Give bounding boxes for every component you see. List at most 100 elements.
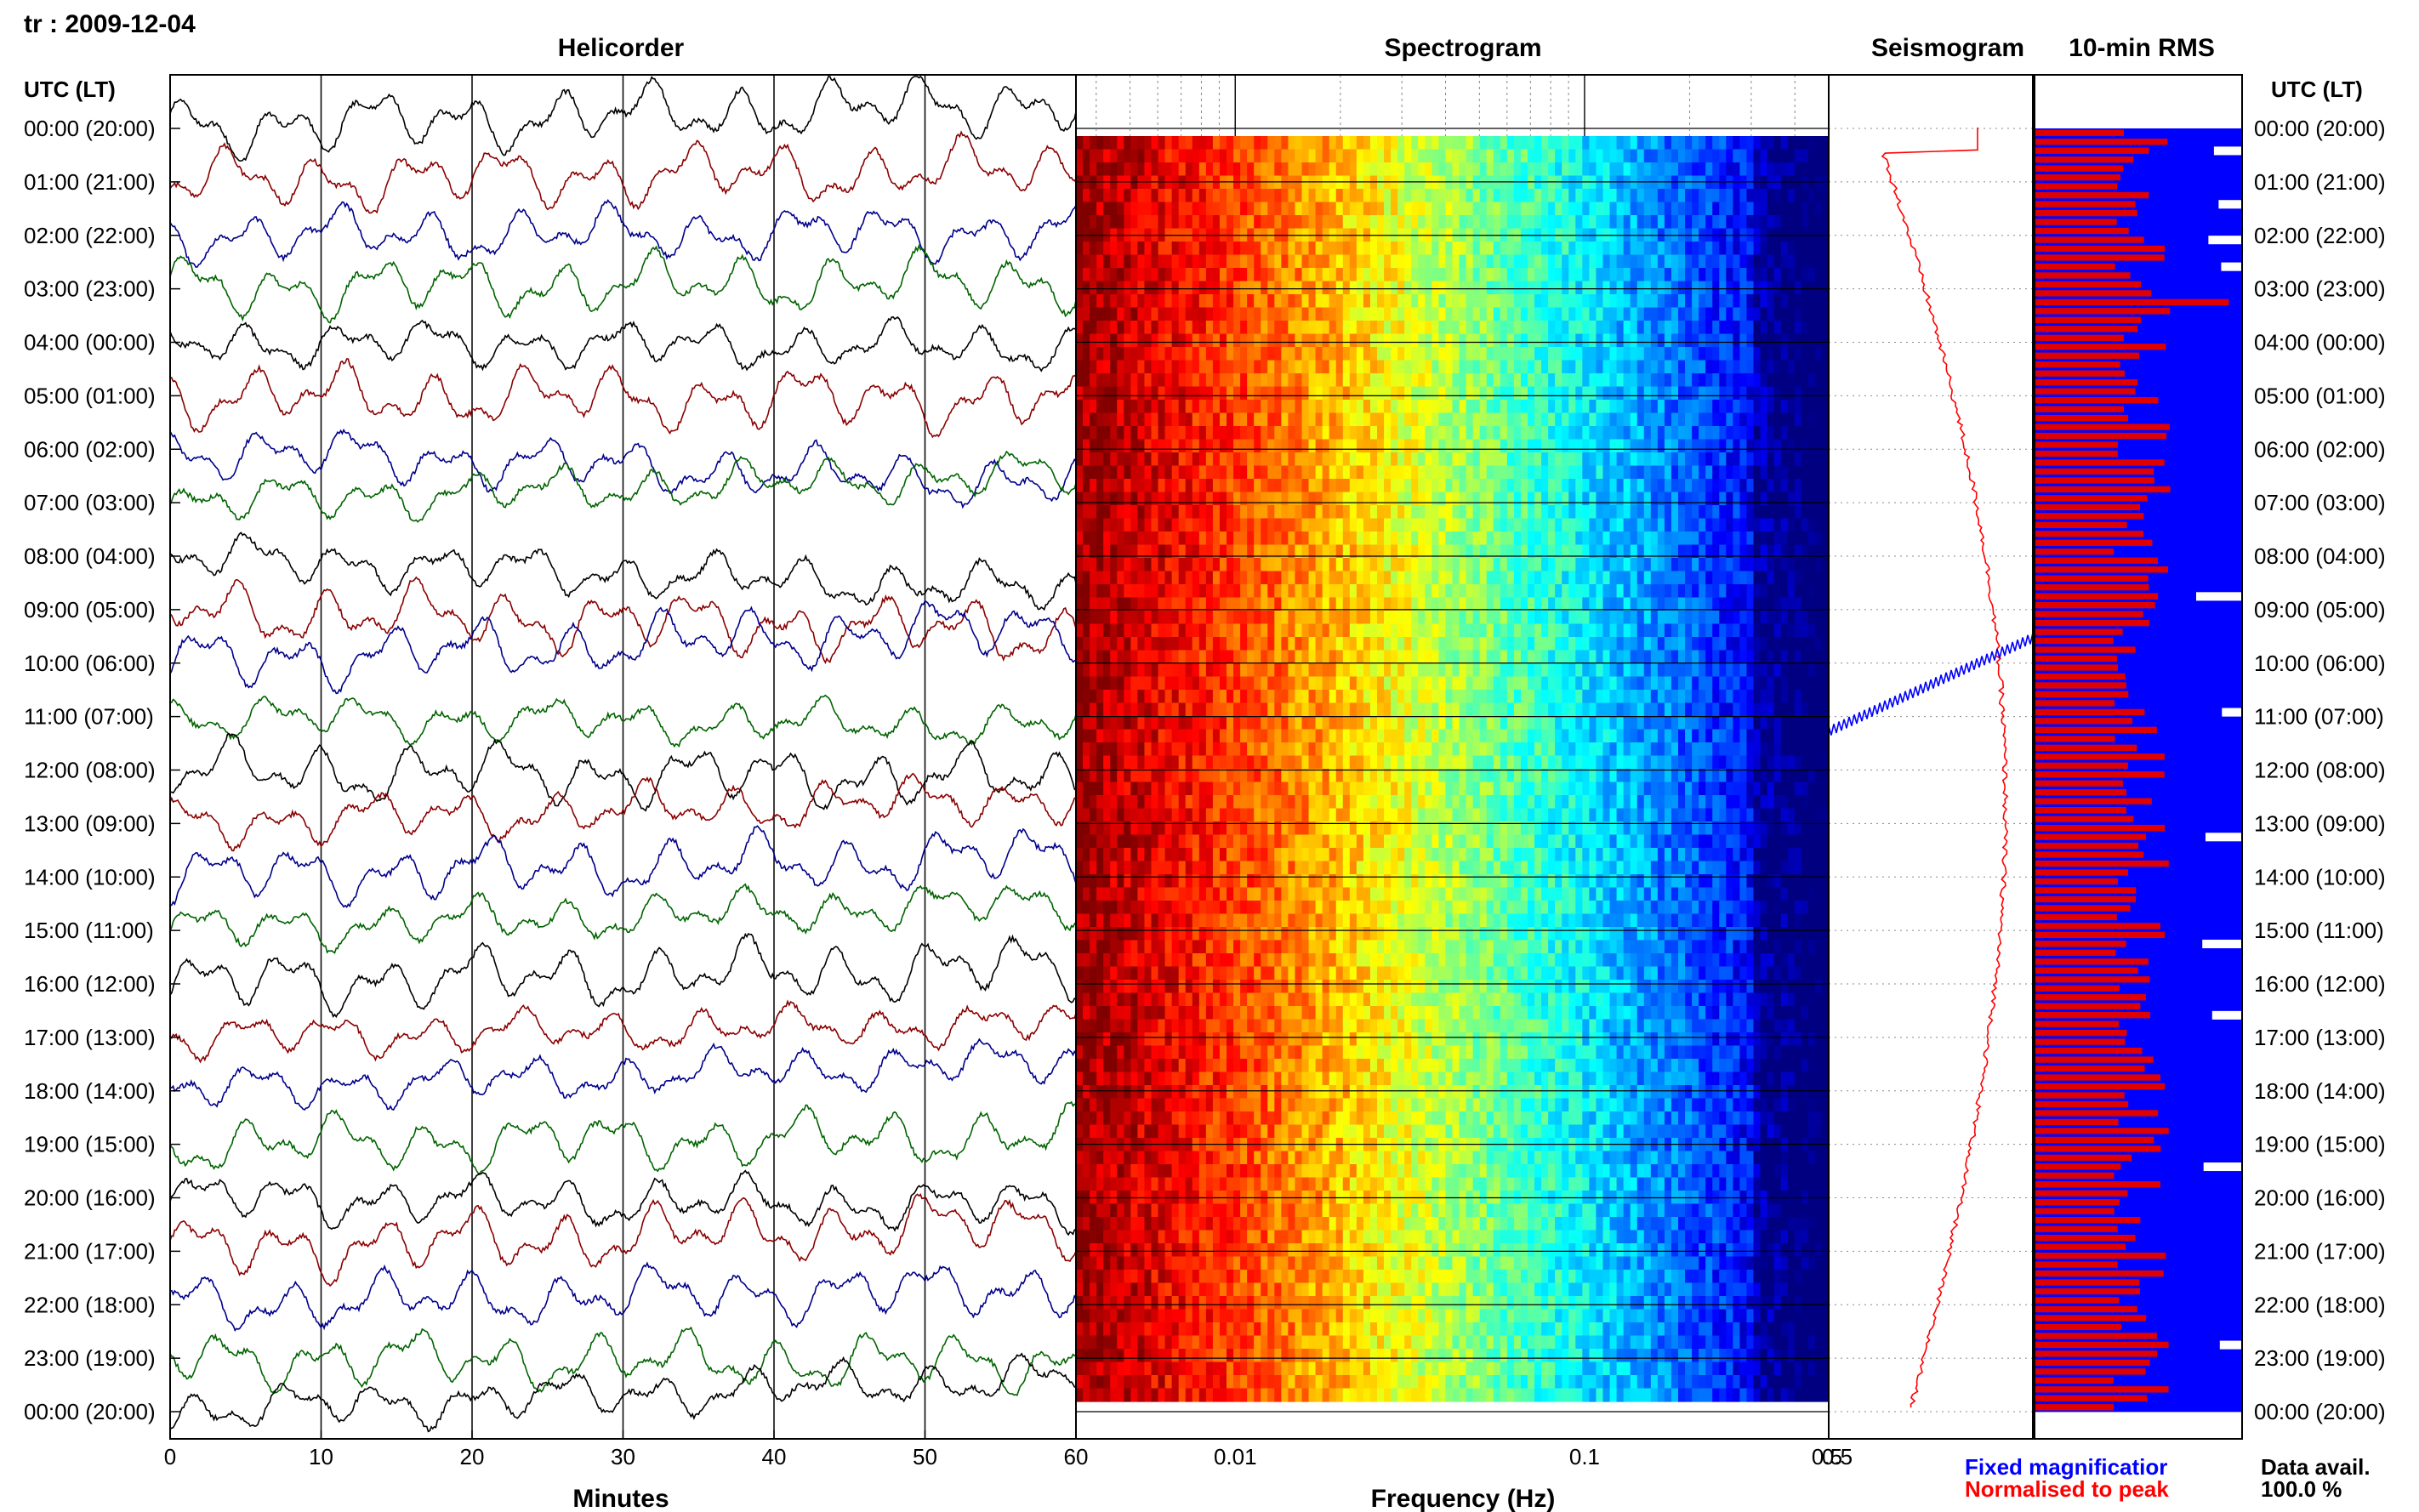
spectrogram-cell xyxy=(1767,676,1775,691)
spectrogram-cell xyxy=(1719,412,1727,427)
spectrogram-cell xyxy=(1342,347,1351,361)
spectrogram-cell xyxy=(1103,690,1111,704)
spectrogram-cell xyxy=(1411,597,1419,611)
spectrogram-cell xyxy=(1780,465,1789,480)
spectrogram-cell xyxy=(1555,623,1562,638)
spectrogram-cell xyxy=(1083,373,1090,388)
spectrogram-cell xyxy=(1506,189,1515,203)
spectrogram-cell xyxy=(1596,452,1604,467)
spectrogram-cell xyxy=(1247,202,1255,216)
spectrogram-cell xyxy=(1117,558,1124,572)
spectrogram-cell xyxy=(1117,347,1124,361)
spectrogram-cell xyxy=(1513,452,1522,467)
spectrogram-cell xyxy=(1596,321,1604,335)
spectrogram-cell xyxy=(1555,268,1562,282)
spectrogram-cell xyxy=(1692,215,1699,230)
spectrogram-cell xyxy=(1609,690,1618,704)
spectrogram-cell xyxy=(1596,465,1604,480)
spectrogram-cell xyxy=(1807,254,1816,269)
spectrogram-cell xyxy=(1124,716,1131,730)
spectrogram-cell xyxy=(1288,518,1296,532)
spectrogram-cell xyxy=(1164,426,1173,441)
spectrogram-cell xyxy=(1397,650,1405,664)
spectrogram-cell xyxy=(1671,611,1679,625)
spectrogram-cell xyxy=(1760,281,1768,295)
spectrogram-cell xyxy=(1705,611,1713,625)
spectrogram-cell xyxy=(1773,637,1782,651)
spectrogram-cell xyxy=(1335,189,1344,203)
spectrogram-cell xyxy=(1589,400,1597,414)
spectrogram-cell xyxy=(1760,479,1768,493)
spectrogram-cell xyxy=(1329,637,1337,651)
spectrogram-cell xyxy=(1794,505,1802,520)
spectrogram-cell xyxy=(1541,281,1549,295)
spectrogram-cell xyxy=(1288,360,1296,374)
spectrogram-cell xyxy=(1821,360,1830,374)
spectrogram-cell xyxy=(1288,386,1296,401)
spectrogram-cell xyxy=(1178,637,1187,651)
spectrogram-cell xyxy=(1233,307,1241,321)
spectrogram-cell xyxy=(1630,637,1638,651)
spectrogram-cell xyxy=(1712,531,1720,546)
spectrogram-cell xyxy=(1712,386,1720,401)
spectrogram-cell xyxy=(1178,202,1187,216)
spectrogram-cell xyxy=(1787,571,1796,585)
spectrogram-cell xyxy=(1322,650,1330,664)
spectrogram-cell xyxy=(1692,505,1699,520)
spectrogram-cell xyxy=(1555,400,1562,414)
spectrogram-cell xyxy=(1582,242,1591,256)
spectrogram-cell xyxy=(1261,584,1268,599)
spectrogram-cell xyxy=(1493,531,1501,546)
spectrogram-cell xyxy=(1130,373,1139,388)
spectrogram-cell xyxy=(1164,175,1173,190)
spectrogram-cell xyxy=(1555,702,1562,717)
spectrogram-cell xyxy=(1466,531,1474,546)
spectrogram-cell xyxy=(1356,558,1364,572)
spectrogram-cell xyxy=(1083,544,1090,559)
spectrogram-cell xyxy=(1391,492,1398,506)
spectrogram-cell xyxy=(1164,452,1173,467)
spectrogram-cell xyxy=(1589,321,1597,335)
spectrogram-cell xyxy=(1712,597,1720,611)
spectrogram-cell xyxy=(1459,321,1467,335)
spectrogram-cell xyxy=(1596,597,1604,611)
spectrogram-cell xyxy=(1212,584,1221,599)
spectrogram-cell xyxy=(1678,386,1686,401)
spectrogram-cell xyxy=(1575,611,1583,625)
spectrogram-cell xyxy=(1322,637,1330,651)
spectrogram-cell xyxy=(1562,584,1569,599)
spectrogram-cell xyxy=(1712,162,1720,177)
spectrogram-cell xyxy=(1733,149,1741,163)
spectrogram-cell xyxy=(1076,690,1084,704)
spectrogram-cell xyxy=(1568,518,1576,532)
spectrogram-cell xyxy=(1076,597,1084,611)
spectrogram-cell xyxy=(1568,492,1576,506)
spectrogram-cell xyxy=(1397,702,1405,717)
spectrogram-cell xyxy=(1205,584,1214,599)
spectrogram-cell xyxy=(1705,386,1713,401)
spectrogram-cell xyxy=(1753,597,1762,611)
spectrogram-cell xyxy=(1528,242,1535,256)
spectrogram-cell xyxy=(1219,347,1227,361)
spectrogram-cell xyxy=(1308,623,1317,638)
spectrogram-cell xyxy=(1746,136,1755,151)
spectrogram-cell xyxy=(1733,492,1741,506)
spectrogram-cell xyxy=(1500,426,1508,441)
spectrogram-cell xyxy=(1534,149,1542,163)
spectrogram-cell xyxy=(1520,544,1528,559)
spectrogram-cell xyxy=(1335,544,1344,559)
spectrogram-cell xyxy=(1739,439,1748,453)
spectrogram-cell xyxy=(1247,452,1255,467)
spectrogram-cell xyxy=(1589,637,1597,651)
spectrogram-cell xyxy=(1342,558,1351,572)
spectrogram-cell xyxy=(1643,465,1652,480)
spectrogram-cell xyxy=(1342,492,1351,506)
spectrogram-cell xyxy=(1418,373,1426,388)
spectrogram-cell xyxy=(1726,202,1733,216)
spectrogram-cell xyxy=(1240,373,1248,388)
spectrogram-cell xyxy=(1712,637,1720,651)
spectrogram-cell xyxy=(1431,623,1440,638)
spectrogram-cell xyxy=(1787,637,1796,651)
spectrogram-cell xyxy=(1431,426,1440,441)
spectrogram-cell xyxy=(1657,676,1665,691)
